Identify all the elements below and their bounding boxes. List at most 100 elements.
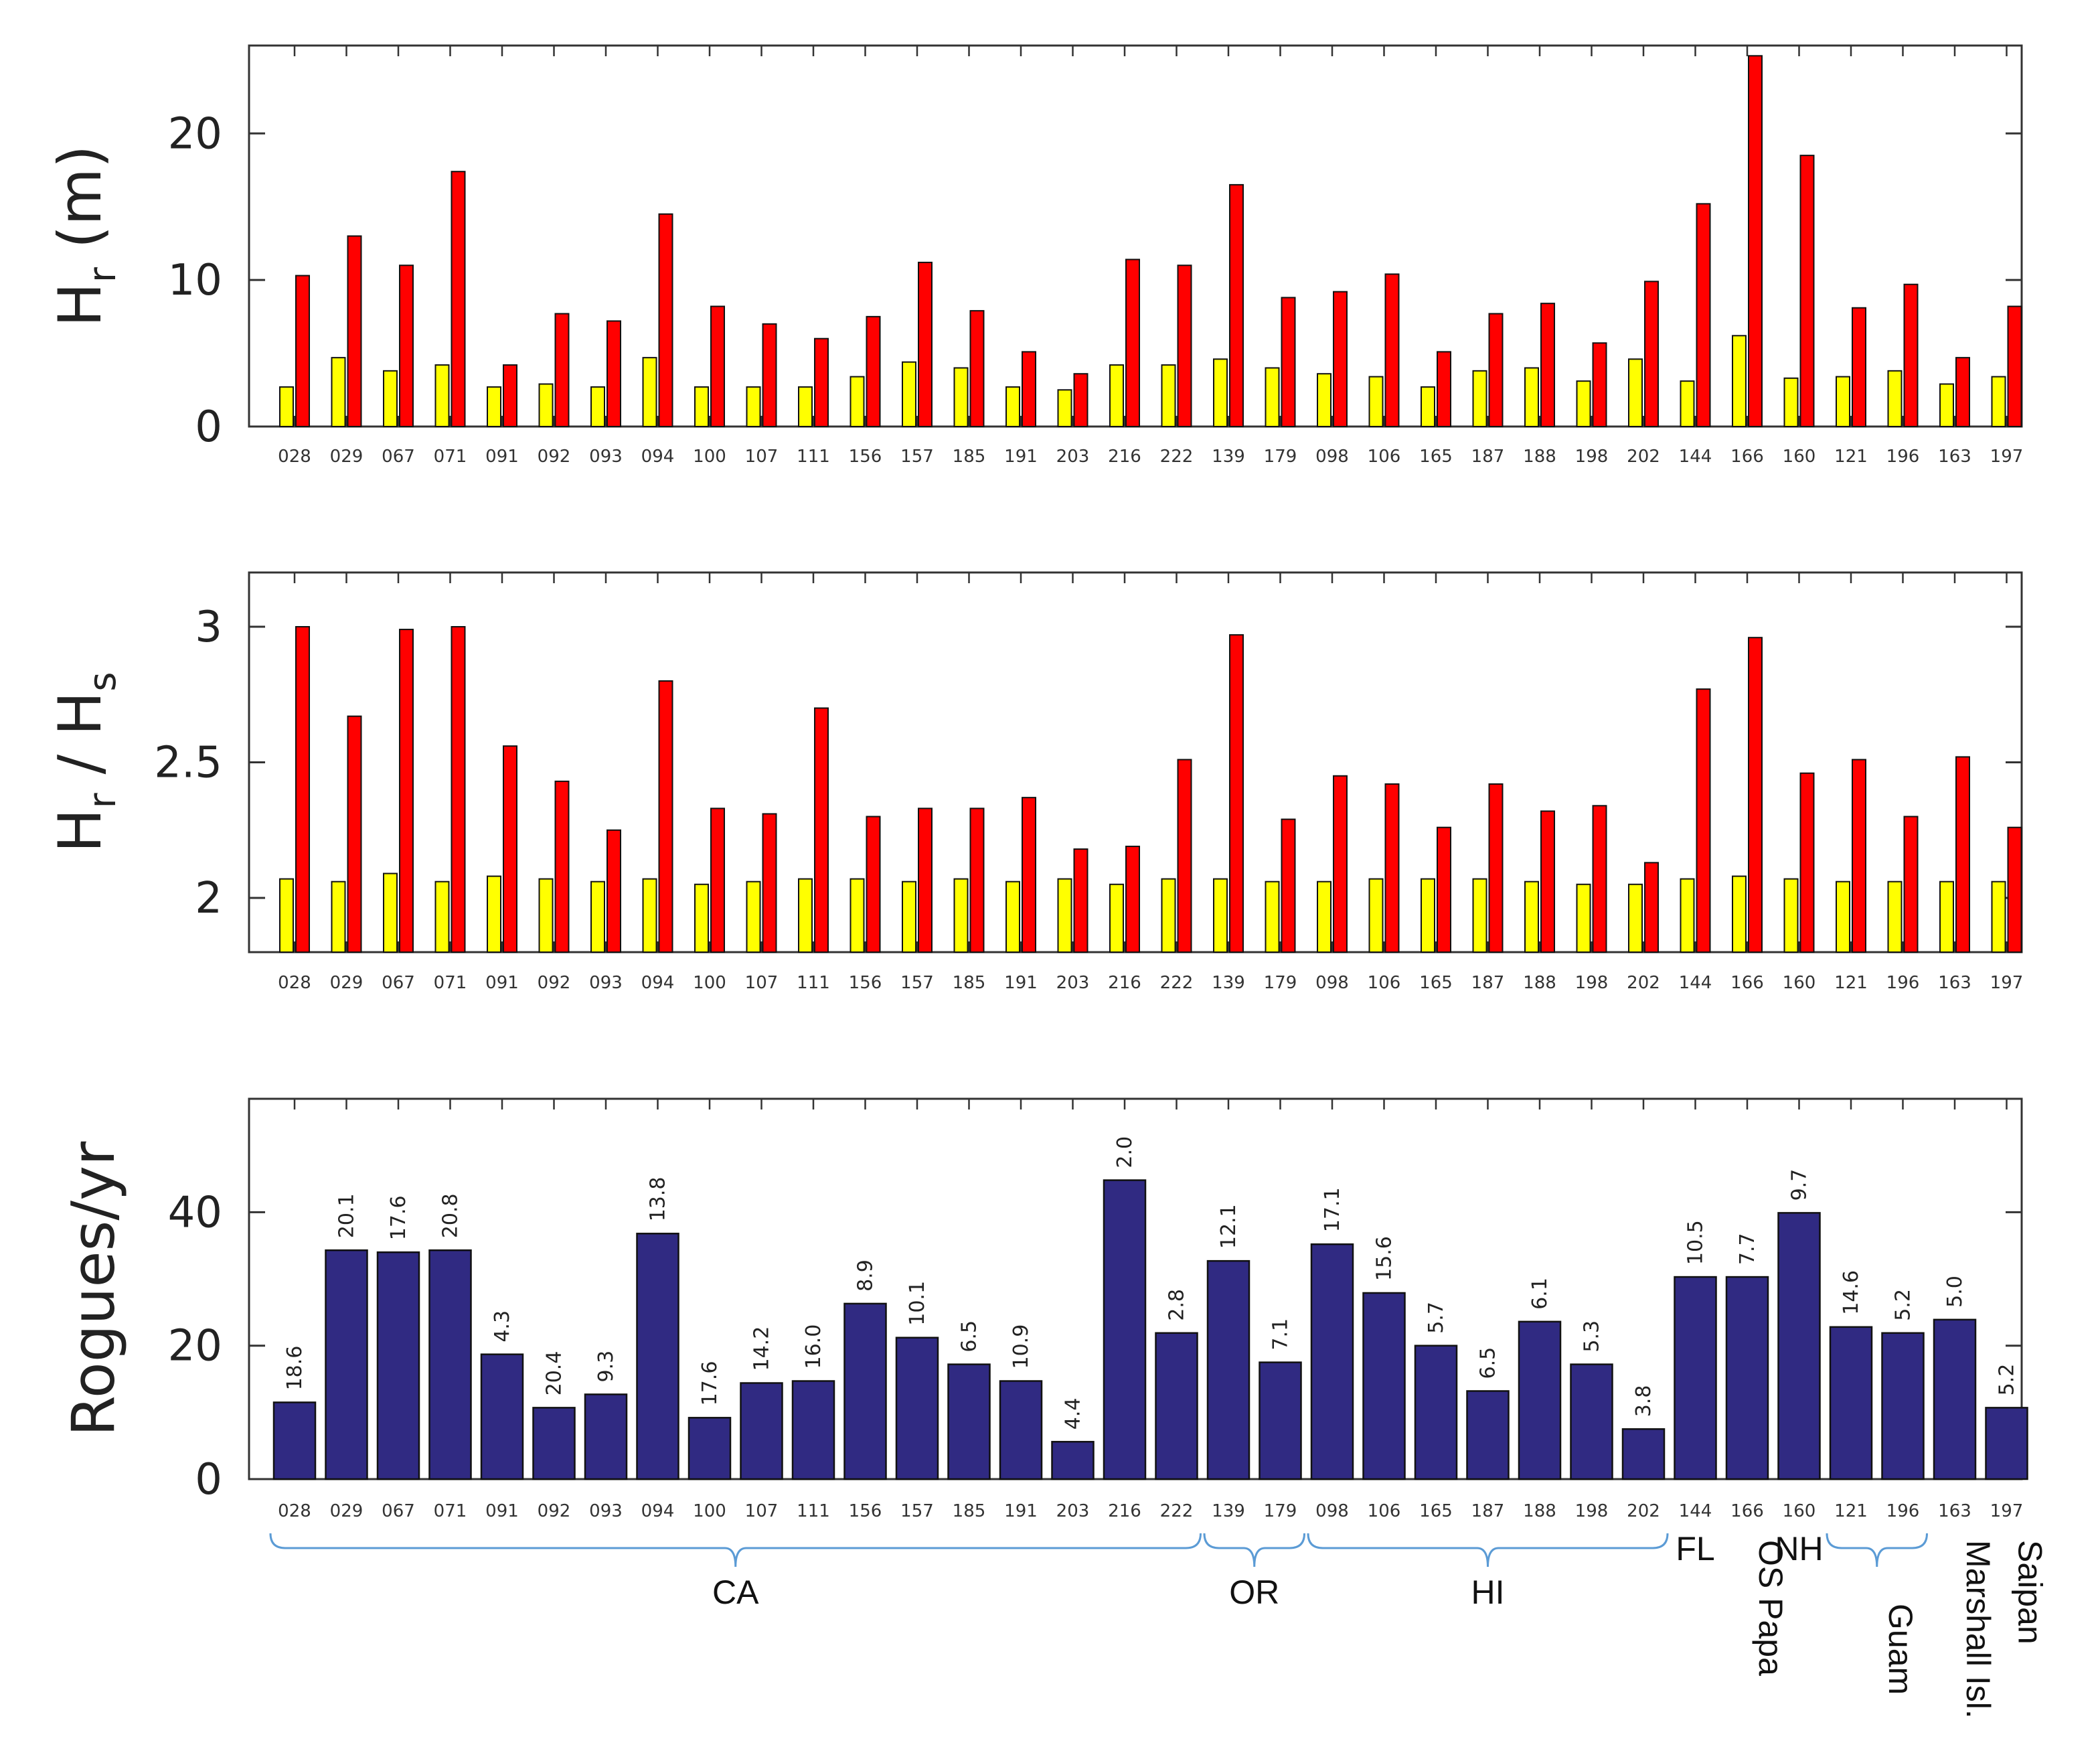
y-axis-label: Rogues/yr xyxy=(59,1141,128,1436)
x-tick-label: 071 xyxy=(434,1501,467,1521)
bar-red xyxy=(1540,303,1555,427)
bar-yellow xyxy=(383,872,398,953)
x-tick-label: 198 xyxy=(1575,447,1609,467)
y-tick-label: 10 xyxy=(168,256,222,305)
x-tick-label: 198 xyxy=(1575,973,1609,993)
bar-red xyxy=(1073,848,1088,953)
x-tick-label: 196 xyxy=(1886,973,1920,993)
data-label: 14.2 xyxy=(750,1326,774,1371)
bar-yellow xyxy=(850,878,865,953)
bar-yellow xyxy=(538,383,554,427)
bar-red xyxy=(1437,826,1451,953)
bar-yellow xyxy=(1005,386,1020,428)
bar-yellow xyxy=(694,883,709,953)
x-tick-label: 166 xyxy=(1730,1501,1764,1521)
x-tick-label: 191 xyxy=(1004,973,1038,993)
x-tick-label: 028 xyxy=(278,1501,311,1521)
bar-red xyxy=(1125,258,1140,427)
bar-red xyxy=(1955,357,1970,428)
bar-yellow xyxy=(1524,880,1539,953)
bar-yellow xyxy=(1991,376,2006,427)
bar-yellow xyxy=(1005,880,1020,953)
bar-red xyxy=(866,315,881,427)
y-tick-label: 3 xyxy=(195,603,222,652)
x-tick-label: 111 xyxy=(797,973,830,993)
bar-yellow xyxy=(1887,370,1903,427)
data-label: 16.0 xyxy=(802,1324,825,1369)
x-tick-label: 092 xyxy=(538,447,571,467)
panel-height-ratio: 2 2.5 3 028 029 067 071 091 092 093 094 100 107 111 15… xyxy=(46,571,2023,993)
x-tick-label: 071 xyxy=(434,447,467,467)
x-tick-label: 165 xyxy=(1419,1501,1453,1521)
x-tick-label: 187 xyxy=(1471,1501,1505,1521)
bar-yellow xyxy=(1628,358,1643,427)
region-bracket xyxy=(1203,1533,1305,1567)
x-tick-label: 216 xyxy=(1108,447,1141,467)
panel-rogue-height: 0 10 20 028 029 067 071 091 092 093 094 100 107 111 15… xyxy=(46,44,2023,467)
bar xyxy=(1051,1440,1095,1480)
bar-red xyxy=(1229,183,1244,427)
bar-red xyxy=(866,816,881,953)
x-tick-label: 111 xyxy=(797,447,830,467)
bar-red xyxy=(1384,273,1400,427)
data-label: 5.0 xyxy=(1943,1276,1967,1308)
bar-yellow xyxy=(953,878,969,953)
data-label: 10.9 xyxy=(1009,1324,1033,1369)
bar xyxy=(325,1249,368,1480)
bar-red xyxy=(762,323,777,427)
x-tick-label: 092 xyxy=(538,973,571,993)
bar-yellow xyxy=(1057,389,1072,427)
bar-red xyxy=(503,745,517,953)
x-tick-label: 203 xyxy=(1056,1501,1090,1521)
data-label: 5.3 xyxy=(1581,1320,1604,1353)
bar-red xyxy=(347,715,362,953)
y-axis-label-tail: / H xyxy=(46,692,114,793)
bar-red xyxy=(1384,783,1400,953)
bar-red xyxy=(969,808,985,953)
x-tick-label: 185 xyxy=(953,973,986,993)
x-tick-label: 093 xyxy=(589,1501,623,1521)
x-tick-label: 188 xyxy=(1523,1501,1556,1521)
data-label: 10.5 xyxy=(1684,1220,1708,1265)
data-label: 6.1 xyxy=(1528,1278,1552,1310)
bar xyxy=(688,1417,732,1480)
x-tick-label: 029 xyxy=(330,447,364,467)
region-bracket xyxy=(269,1533,1202,1567)
bar-red xyxy=(1592,342,1607,427)
x-tick-label: 165 xyxy=(1419,973,1453,993)
x-tick-label: 139 xyxy=(1212,973,1245,993)
bar-red xyxy=(399,264,414,427)
x-tick-label: 179 xyxy=(1264,1501,1297,1521)
bar xyxy=(843,1302,887,1480)
bar-yellow xyxy=(1265,367,1280,428)
y-tick-label: 0 xyxy=(195,1455,222,1505)
x-tick-label: 179 xyxy=(1264,447,1297,467)
bar xyxy=(1466,1390,1510,1480)
x-tick-label: 094 xyxy=(641,973,675,993)
bar xyxy=(1362,1292,1406,1480)
bar xyxy=(999,1380,1043,1480)
bar-red xyxy=(1592,805,1607,953)
data-label: 4.4 xyxy=(1062,1397,1085,1430)
bar xyxy=(1674,1276,1717,1480)
bar-red xyxy=(607,829,621,953)
x-tick-label: 188 xyxy=(1523,447,1556,467)
bar-yellow xyxy=(1265,880,1280,953)
bar-red xyxy=(1540,810,1555,953)
bar-red xyxy=(1696,688,1711,953)
bar xyxy=(791,1380,835,1480)
bar-red xyxy=(1229,634,1244,953)
bar-yellow xyxy=(538,878,554,953)
bar-red xyxy=(1488,313,1504,427)
bar-red xyxy=(451,626,466,953)
data-label: 9.7 xyxy=(1788,1169,1811,1201)
x-tick-label: 098 xyxy=(1315,1501,1349,1521)
bar-yellow xyxy=(1887,880,1903,953)
bar-yellow xyxy=(953,367,969,428)
bar-red xyxy=(554,313,570,427)
bar-red xyxy=(554,780,570,953)
bar-yellow xyxy=(642,357,657,428)
bar-red xyxy=(710,808,725,953)
x-tick-label: 156 xyxy=(849,1501,882,1521)
